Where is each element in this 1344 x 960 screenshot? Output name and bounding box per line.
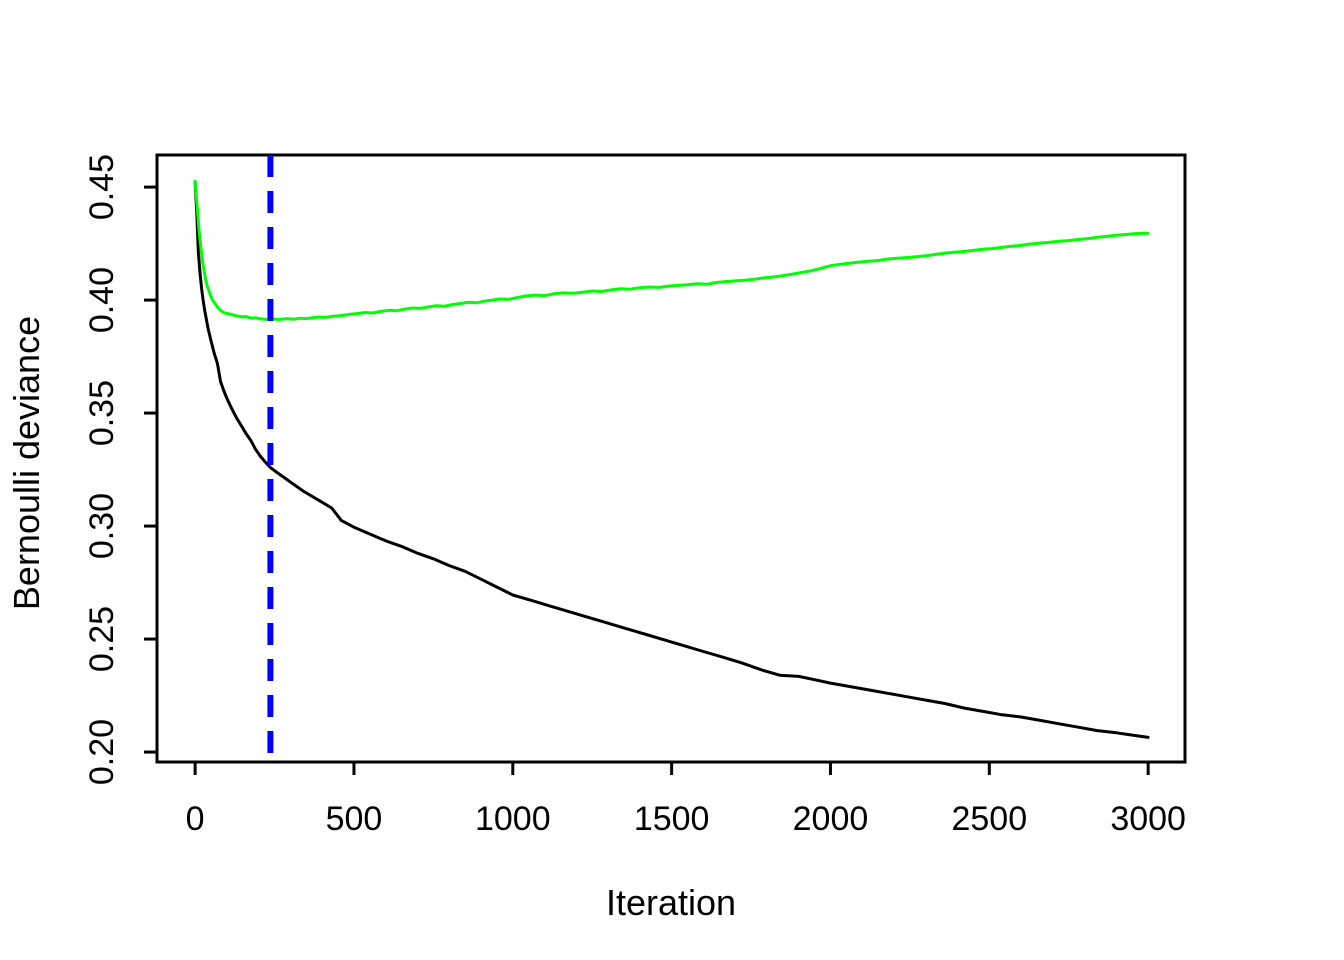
x-tick-label: 2500	[951, 800, 1027, 838]
y-tick-label: 0.40	[83, 267, 121, 333]
plot-box	[155, 153, 1187, 764]
y-tick-label: 0.30	[83, 493, 121, 559]
x-axis-title: Iteration	[605, 882, 737, 923]
y-tick-label: 0.20	[83, 719, 121, 785]
y-tick-label: 0.45	[83, 154, 121, 220]
x-tick-label: 3000	[1110, 800, 1186, 838]
y-axis-title: Bernoulli deviance	[6, 315, 47, 611]
black-curve	[193, 179, 1150, 739]
y-tick-label: 0.35	[83, 380, 121, 446]
x-tick-label: 1000	[475, 800, 551, 838]
x-tick-label: 500	[326, 800, 383, 838]
x-tick-label: 2000	[793, 800, 869, 838]
y-tick-label: 0.25	[83, 606, 121, 672]
x-tick-label: 1500	[634, 800, 710, 838]
x-tick-label: 0	[186, 800, 205, 838]
green-curve	[193, 179, 1150, 321]
